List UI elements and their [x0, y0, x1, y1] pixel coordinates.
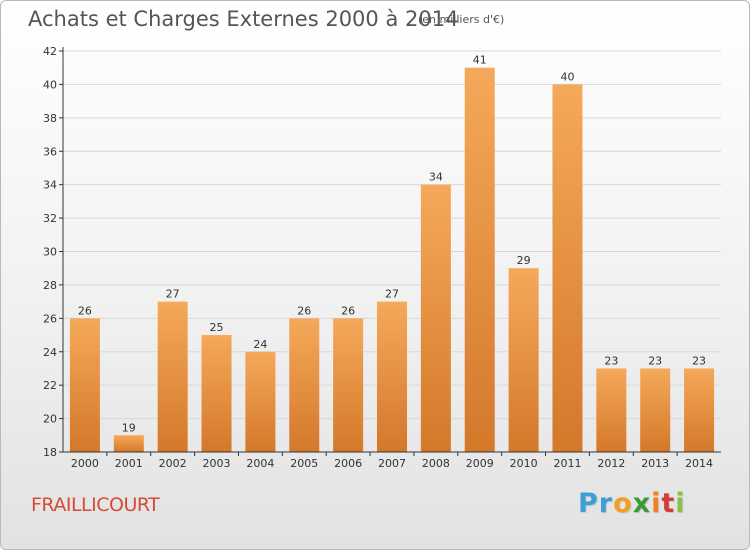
value-label: 27 — [385, 288, 399, 301]
bar-2007 — [377, 301, 407, 452]
logo-letter: i — [675, 488, 686, 519]
bar-2011 — [552, 84, 583, 453]
value-label: 26 — [341, 304, 355, 317]
bar-2003 — [201, 335, 232, 452]
x-tick-label: 2007 — [378, 457, 406, 470]
y-tick-label: 32 — [43, 212, 57, 225]
value-label: 26 — [78, 304, 92, 317]
y-tick-label: 20 — [43, 413, 57, 426]
logo-letter: P — [578, 488, 599, 519]
bar-2002 — [157, 301, 188, 452]
y-tick-label: 24 — [43, 346, 57, 359]
x-tick-label: 2006 — [334, 457, 362, 470]
y-tick-label: 42 — [43, 45, 57, 58]
y-tick-label: 34 — [43, 179, 57, 192]
bar-2010 — [508, 268, 539, 452]
value-label: 26 — [297, 304, 311, 317]
value-label: 41 — [473, 54, 487, 67]
value-label: 25 — [210, 321, 224, 334]
x-tick-label: 2011 — [553, 457, 581, 470]
x-tick-label: 2001 — [115, 457, 143, 470]
proxiti-logo: Proxiti — [578, 488, 708, 528]
bar-2009 — [464, 67, 495, 452]
bars: 26 19 27 25 24 26 26 27 34 41 29 40 23 23 23 — [69, 54, 715, 453]
x-tick-label: 2009 — [466, 457, 494, 470]
y-tick-label: 36 — [43, 145, 57, 158]
bar-2000 — [69, 318, 100, 452]
y-tick-label: 40 — [43, 78, 57, 91]
chart-subtitle: (en milliers d'€) — [418, 13, 505, 26]
x-tick-label: 2005 — [290, 457, 318, 470]
bar-2006 — [333, 318, 364, 452]
y-tick-label: 26 — [43, 312, 57, 325]
value-label: 23 — [604, 354, 618, 367]
chart-title: Achats et Charges Externes 2000 à 2014 — [28, 7, 459, 31]
bar-2012 — [596, 368, 627, 452]
x-tick-label: 2010 — [510, 457, 538, 470]
bar-2008 — [420, 184, 451, 452]
y-tick-label: 38 — [43, 112, 57, 125]
logo-letter: t — [661, 488, 676, 519]
x-tick-label: 2004 — [246, 457, 274, 470]
bar-2004 — [245, 351, 276, 452]
logo-letter: r — [598, 488, 614, 519]
x-tick-label: 2008 — [422, 457, 450, 470]
value-label: 19 — [122, 421, 136, 434]
bar-2013 — [640, 368, 671, 452]
bar-2014 — [684, 368, 715, 452]
y-tick-label: 30 — [43, 246, 57, 259]
x-tick-label: 2002 — [159, 457, 187, 470]
commune-name: FRAILLICOURT — [31, 494, 160, 516]
bar-2001 — [113, 435, 144, 452]
x-tick-label: 2000 — [71, 457, 99, 470]
x-tick-label: 2003 — [203, 457, 231, 470]
value-label: 23 — [648, 354, 662, 367]
value-label: 29 — [517, 254, 531, 267]
x-tick-label: 2014 — [685, 457, 713, 470]
x-tick-label: 2013 — [641, 457, 669, 470]
logo-letter: o — [613, 488, 633, 519]
y-tick-label: 28 — [43, 279, 57, 292]
logo-letter: i — [651, 488, 662, 519]
y-tick-label: 18 — [43, 446, 57, 459]
value-label: 23 — [692, 354, 706, 367]
value-label: 40 — [560, 70, 574, 83]
axes: 18 20 22 24 26 28 30 32 34 36 38 40 42 2000 2001 2002 20… — [43, 45, 721, 470]
bar-2005 — [289, 318, 320, 452]
value-label: 24 — [253, 338, 267, 351]
logo-letter: x — [632, 488, 652, 519]
x-tick-label: 2012 — [597, 457, 625, 470]
value-label: 34 — [429, 171, 443, 184]
value-label: 27 — [166, 288, 180, 301]
y-tick-label: 22 — [43, 379, 57, 392]
